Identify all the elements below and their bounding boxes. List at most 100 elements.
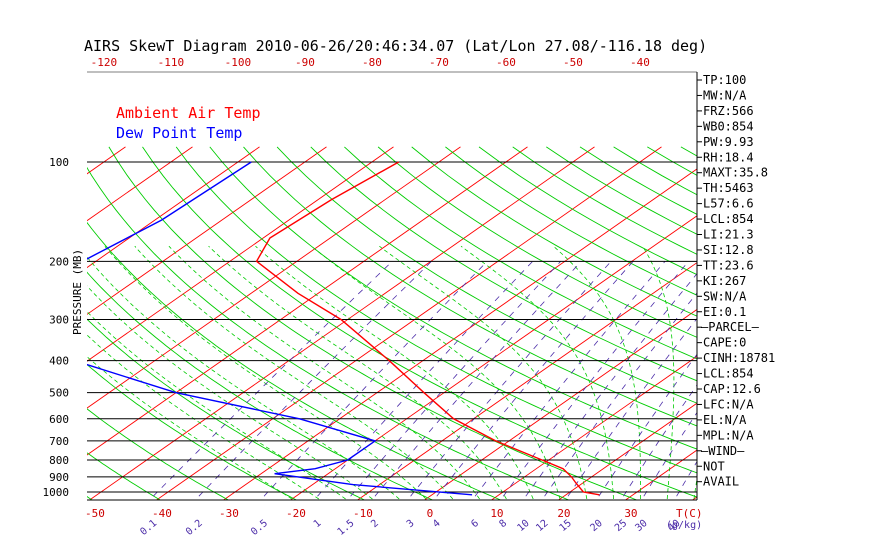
mixing-ratio-tick-label: 1.5 (336, 518, 357, 538)
dry-adiabat-line (478, 146, 697, 276)
isotherm-line (751, 147, 870, 506)
index-label: LCL:854 (703, 367, 754, 381)
index-label: WB0:854 (703, 119, 754, 133)
isotherm-line (356, 262, 697, 500)
index-label: LFC:N/A (703, 397, 754, 411)
mixing-ratio-unit-label: (g/kg) (666, 520, 702, 531)
top-temp-tick-label: -50 (563, 56, 583, 69)
top-temp-tick-label: -120 (91, 56, 118, 69)
dry-adiabat-line (377, 146, 697, 338)
moist-adiabat-line (642, 245, 675, 500)
mixing-ratio-tick-label: 15 (558, 518, 574, 534)
bottom-temp-tick-label: 0 (427, 507, 434, 520)
index-label: LCL:854 (703, 212, 754, 226)
top-temp-tick-label: -70 (429, 56, 449, 69)
mixing-ratio-line (374, 261, 582, 497)
pressure-tick-label: 900 (49, 471, 69, 484)
moist-adiabat-line (134, 245, 454, 500)
pressure-tick-label: 300 (49, 313, 69, 326)
moist-adiabat-line (553, 245, 641, 499)
index-label: —PARCEL— (701, 320, 760, 334)
mixing-ratio-line (198, 261, 432, 497)
moist-adiabat-line (104, 245, 427, 500)
mixing-ratio-tick-label: 30 (633, 518, 649, 534)
mixing-ratio-tick-label: 1 (312, 518, 324, 530)
moist-adiabat-line (87, 334, 320, 500)
dry-adiabat-line (108, 146, 638, 500)
index-label: TT:23.6 (703, 258, 754, 272)
moist-adiabat-line (208, 245, 507, 500)
pressure-tick-label: 500 (49, 387, 69, 400)
isotherm-line (818, 147, 870, 506)
profile-layer (87, 161, 600, 496)
moist-adiabat-line (255, 245, 534, 500)
isotherm-line (87, 146, 461, 409)
index-label: CAPE:0 (703, 336, 746, 350)
bottom-temp-tick-label: -50 (85, 507, 105, 520)
mixing-ratio-line (623, 384, 697, 497)
dry-adiabat-line (512, 146, 697, 255)
pressure-tick-label: 600 (49, 413, 69, 426)
mixing-ratio-line (263, 261, 488, 497)
index-label: MW:N/A (703, 88, 747, 102)
isotherm-line (87, 146, 193, 222)
index-label: CAP:12.6 (703, 382, 761, 396)
mixing-ratio-tick-label: 12 (534, 518, 550, 534)
mixing-ratio-tick-label: 4 (431, 518, 443, 530)
mixing-ratio-tick-label: 6 (469, 518, 481, 530)
legend-dew-point-temp: Dew Point Temp (116, 124, 242, 142)
top-temp-tick-label: -100 (225, 56, 252, 69)
mixing-ratio-line (567, 317, 697, 497)
moist-adiabat-line (168, 245, 480, 500)
index-label: SI:12.8 (703, 243, 754, 257)
pressure-tick-label: 400 (49, 355, 69, 368)
index-label: TH:5463 (703, 181, 754, 195)
index-label: MAXT:35.8 (703, 166, 768, 180)
bottom-temp-tick-label: -40 (152, 507, 172, 520)
index-label: AVAIL (703, 475, 739, 489)
mixing-ratio-line (410, 261, 612, 497)
dry-adiabat-line (175, 146, 697, 474)
dry-adiabat-line (310, 146, 697, 382)
mixing-ratio-line (598, 353, 697, 497)
dry-adiabat-line (0, 147, 32, 506)
grid-layer (0, 146, 870, 506)
pressure-tick-label: 700 (49, 435, 69, 448)
mixing-ratio-line (525, 273, 697, 497)
index-label: FRZ:566 (703, 104, 754, 118)
dry-adiabat-line (142, 146, 697, 498)
moist-adiabat-line (460, 245, 614, 500)
index-label: PW:9.93 (703, 135, 754, 149)
dry-adiabat-line (411, 146, 697, 317)
mixing-ratio-tick-label: 20 (589, 518, 605, 534)
dry-adiabat-line (276, 146, 697, 404)
isotherm-line (222, 168, 697, 500)
mixing-ratio-tick-label: 0.2 (184, 518, 205, 538)
mixing-ratio-tick-label: 10 (515, 518, 531, 534)
mixing-ratio-line (502, 261, 689, 497)
bottom-temp-tick-label: -20 (286, 507, 306, 520)
mixing-ratio-tick-label: 2 (369, 518, 381, 530)
dry-adiabat-line (243, 146, 697, 427)
index-label: TP:100 (703, 73, 746, 87)
bottom-temp-tick-label: 20 (557, 507, 570, 520)
mixing-ratio-line (474, 261, 666, 497)
dry-adiabat-line (87, 363, 298, 500)
index-label: EL:N/A (703, 413, 747, 427)
isotherm-line (490, 355, 697, 500)
legend-ambient-air-temp: Ambient Air Temp (116, 104, 261, 122)
isotherm-line (87, 146, 327, 315)
mixing-ratio-tick-label: 0.1 (138, 518, 159, 538)
moist-adiabat-line (87, 256, 400, 500)
moist-adiabat-line (379, 245, 588, 500)
isotherm-line (87, 146, 528, 456)
dry-adiabat-line (87, 408, 230, 500)
isotherm-line (87, 146, 260, 269)
isotherm-line (155, 146, 662, 500)
moist-adiabat-line (311, 245, 561, 500)
isobar-layer (87, 71, 698, 501)
y-axis-label: PRESSURE (MB) (71, 249, 84, 335)
isotherm-line (87, 146, 394, 362)
index-label: KI:267 (703, 274, 746, 288)
